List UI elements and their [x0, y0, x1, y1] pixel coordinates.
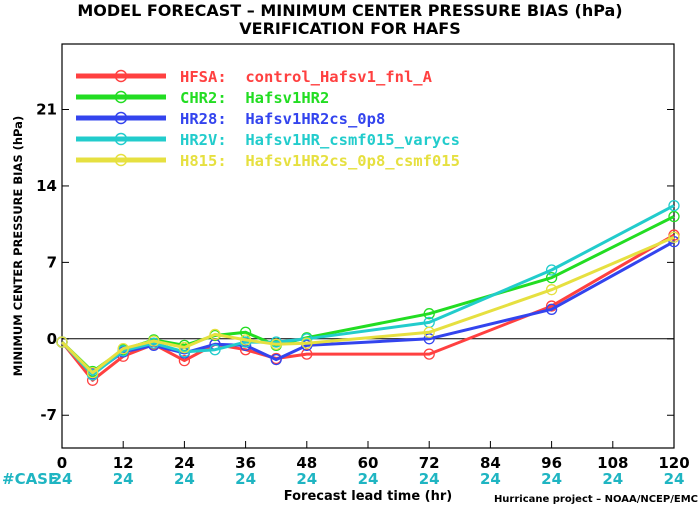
x-tick-label: 84 — [480, 454, 501, 472]
case-count: 24 — [113, 470, 134, 488]
chart-title: MODEL FORECAST – MINIMUM CENTER PRESSURE… — [77, 1, 622, 20]
legend-marker — [114, 69, 128, 83]
legend-marker — [114, 153, 128, 167]
data-point — [545, 284, 558, 296]
series-line — [60, 233, 675, 382]
data-point — [423, 333, 435, 345]
data-point — [86, 367, 99, 379]
plot-area — [61, 43, 675, 449]
y-tick-label: 14 — [36, 177, 57, 195]
data-point — [239, 334, 252, 346]
plot-frame — [61, 43, 675, 449]
series-line — [60, 204, 675, 377]
case-count: 24 — [664, 470, 685, 488]
case-count: 24 — [235, 470, 256, 488]
data-point — [423, 348, 435, 360]
legend-label: HR2V: Hafsv1HR_csmf015_varycs — [180, 131, 460, 149]
y-axis-label: MINIMUM CENTER PRESSURE BIAS (hPa) — [11, 116, 25, 376]
data-point — [117, 342, 129, 355]
data-point — [56, 336, 68, 348]
legend-marker — [114, 90, 128, 104]
case-label: #CASE — [2, 470, 58, 488]
chart-subtitle: VERIFICATION FOR HAFS — [239, 19, 460, 38]
y-tick-label: 21 — [36, 101, 57, 119]
legend-label: H815: Hafsv1HR2cs_0p8_csmf015 — [180, 152, 460, 170]
case-count: 24 — [296, 470, 317, 488]
series-layer — [56, 199, 680, 386]
legend-marker — [114, 111, 128, 125]
case-count: 24 — [174, 470, 195, 488]
case-count: 24 — [541, 470, 562, 488]
data-point — [668, 199, 680, 212]
credit-text: Hurricane project – NOAA/NCEP/EMC — [494, 494, 698, 505]
x-tick-label: 0 — [57, 454, 67, 472]
x-tick-label: 108 — [597, 454, 628, 472]
legend-marker — [114, 132, 128, 146]
data-point — [423, 308, 435, 320]
data-point — [545, 272, 558, 284]
data-point — [545, 264, 558, 276]
x-axis-label: Forecast lead time (hr) — [284, 489, 452, 504]
x-tick-label: 72 — [419, 454, 440, 472]
data-point — [668, 231, 680, 243]
y-tick-label: 7 — [47, 253, 57, 271]
x-tick-label: 36 — [235, 454, 256, 472]
data-point — [301, 348, 313, 360]
legend-label: HR28: Hafsv1HR2cs_0p8 — [180, 110, 385, 128]
data-point — [423, 326, 435, 338]
series-group — [56, 231, 680, 379]
x-tick-label: 24 — [174, 454, 195, 472]
case-count: 24 — [358, 470, 379, 488]
case-count: 24 — [480, 470, 501, 488]
data-point — [270, 338, 282, 350]
y-tick-label: 0 — [47, 330, 57, 348]
data-point — [545, 303, 558, 315]
axes: -707142102412242424362448246024722484249… — [36, 101, 690, 488]
series-line — [60, 235, 675, 375]
data-point — [209, 344, 221, 356]
case-count: 24 — [419, 470, 440, 488]
legend-label: HFSA: control_Hafsv1_fnl_A — [180, 68, 433, 86]
data-point — [301, 337, 313, 349]
x-tick-label: 96 — [541, 454, 562, 472]
x-tick-label: 120 — [658, 454, 689, 472]
data-point — [668, 235, 680, 248]
data-point — [178, 354, 191, 367]
x-tick-label: 12 — [113, 454, 134, 472]
y-tick-label: -7 — [40, 406, 57, 424]
x-tick-label: 60 — [358, 454, 379, 472]
data-point — [270, 353, 282, 366]
legend: HFSA: control_Hafsv1_fnl_A CHR2: Hafsv1HR… — [76, 68, 460, 170]
x-tick-label: 48 — [296, 454, 317, 472]
series-group — [56, 210, 680, 378]
legend-label: CHR2: Hafsv1HR2 — [180, 89, 329, 107]
series-group — [56, 235, 680, 380]
data-point — [178, 341, 191, 354]
data-point — [668, 210, 680, 223]
data-point — [209, 328, 221, 341]
data-point — [148, 335, 160, 347]
case-count: 24 — [52, 470, 73, 488]
case-count: 24 — [602, 470, 623, 488]
